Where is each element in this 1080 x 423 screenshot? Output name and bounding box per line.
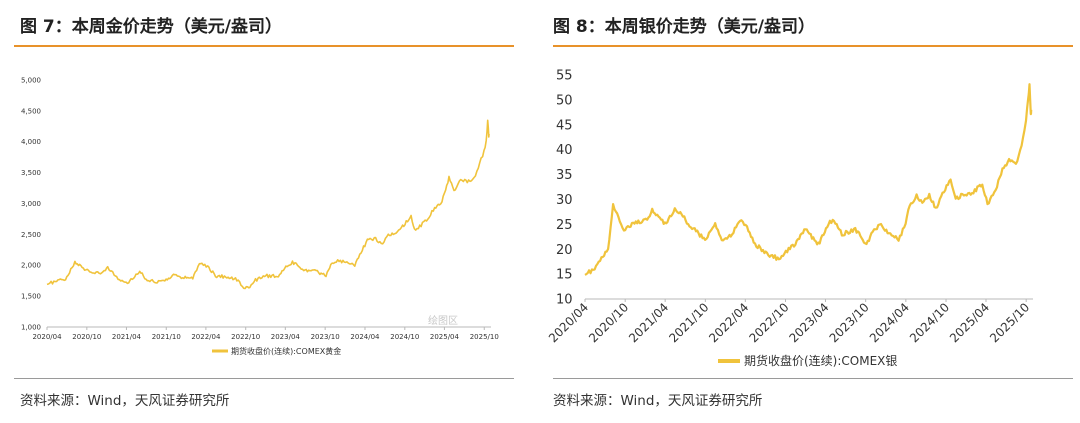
x-tick-label: 2020/10 — [72, 333, 101, 341]
x-tick-label: 2023/04 — [271, 333, 301, 341]
y-tick-label: 50 — [556, 93, 573, 108]
x-tick-label: 2020/04 — [32, 333, 62, 341]
source-note: 资料来源：Wind，天风证券研究所 — [20, 393, 230, 409]
y-tick-label: 55 — [556, 69, 573, 84]
x-axis-ticks: 2020/04 2020/10 2021/04 2021/10 2022/04 2022/… — [32, 327, 499, 341]
x-tick-label: 2024/04 — [867, 300, 912, 345]
silver-figure-title: 图 8：本周银价走势（美元/盎司） — [553, 17, 815, 37]
y-tick-label: 35 — [556, 168, 573, 183]
y-tick-label: 25 — [556, 218, 573, 233]
legend: 期货收盘价(连续):COMEX黄金 — [212, 346, 341, 356]
x-tick-label: 2025/10 — [470, 333, 499, 341]
y-tick-label: 2,000 — [21, 262, 41, 270]
x-tick-label: 2020/10 — [586, 300, 631, 345]
legend-label: 期货收盘价(连续):COMEX银 — [744, 353, 897, 368]
legend-label: 期货收盘价(连续):COMEX黄金 — [231, 346, 341, 356]
x-tick-label: 2022/04 — [191, 333, 221, 341]
x-tick-label: 2023/10 — [827, 300, 872, 345]
gold-figure-panel: 图 7：本周金价走势（美元/盎司） 1,000 1,500 2,000 2,500 3,… — [0, 0, 530, 423]
x-tick-label: 2023/04 — [786, 300, 831, 345]
x-tick-label: 2022/04 — [706, 300, 751, 345]
x-tick-label: 2022/10 — [746, 300, 791, 345]
x-tick-label: 2024/04 — [350, 333, 380, 341]
x-axis-ticks: 2020/042020/102021/042021/102022/042022/… — [546, 299, 1032, 345]
footer-divider — [553, 378, 1073, 379]
plot-area-watermark: 绘图区 — [428, 314, 458, 327]
gold-figure-title: 图 7：本周金价走势（美元/盎司） — [20, 17, 282, 37]
x-tick-label: 2025/04 — [947, 300, 992, 345]
legend: 期货收盘价(连续):COMEX银 — [718, 353, 897, 368]
y-tick-label: 1,000 — [21, 323, 41, 331]
gold-price-chart: 1,000 1,500 2,000 2,500 3,000 3,500 4,000 4,500… — [21, 76, 499, 356]
y-tick-label: 30 — [556, 193, 573, 208]
y-tick-label: 15 — [556, 268, 573, 283]
x-tick-label: 2022/10 — [231, 333, 260, 341]
x-tick-label: 2024/10 — [907, 300, 952, 345]
silver-price-line — [584, 83, 1033, 276]
x-tick-label: 2025/04 — [430, 333, 460, 341]
y-axis-ticks: 1,000 1,500 2,000 2,500 3,000 3,500 4,000 4,500… — [21, 76, 41, 331]
x-tick-label: 2024/10 — [390, 333, 419, 341]
x-tick-label: 2021/04 — [112, 333, 142, 341]
y-tick-label: 20 — [556, 243, 573, 258]
x-tick-label: 2023/10 — [311, 333, 340, 341]
x-tick-label: 2021/10 — [666, 300, 711, 345]
title-divider — [553, 45, 1073, 47]
y-tick-label: 3,000 — [21, 200, 41, 208]
x-tick-label: 2025/10 — [987, 300, 1032, 345]
y-tick-label: 5,000 — [21, 76, 41, 84]
y-tick-label: 1,500 — [21, 293, 41, 301]
source-note: 资料来源：Wind，天风证券研究所 — [553, 393, 763, 409]
y-tick-label: 2,500 — [21, 231, 41, 239]
title-divider — [14, 45, 514, 47]
gold-price-line — [46, 119, 490, 290]
y-axis-ticks: 10 15 20 25 30 35 40 45 50 55 — [556, 69, 573, 308]
footer-divider — [14, 378, 514, 379]
y-tick-label: 10 — [556, 293, 573, 308]
y-tick-label: 3,500 — [21, 169, 41, 177]
y-tick-label: 4,500 — [21, 107, 41, 115]
y-tick-label: 45 — [556, 118, 573, 133]
y-tick-label: 4,000 — [21, 138, 41, 146]
y-tick-label: 40 — [556, 143, 573, 158]
x-tick-label: 2021/10 — [152, 333, 181, 341]
silver-price-chart: 10 15 20 25 30 35 40 45 50 55 2020/042020/102021/… — [546, 69, 1033, 368]
silver-figure-panel: 图 8：本周银价走势（美元/盎司） 10 15 20 25 30 35 40 45 50 55 2… — [545, 0, 1080, 423]
x-tick-label: 2021/04 — [626, 300, 671, 345]
